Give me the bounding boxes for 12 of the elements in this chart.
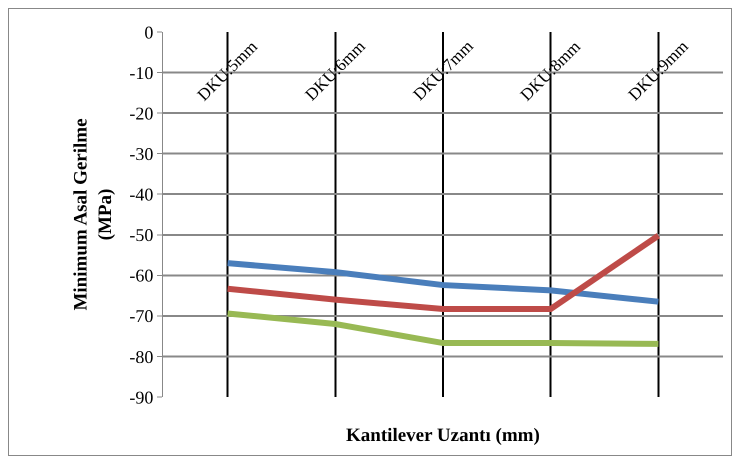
y-tick-label: -80	[129, 346, 154, 367]
y-tick-label: -40	[129, 184, 154, 205]
y-tick-label: -10	[129, 62, 154, 83]
y-tick-label: -70	[129, 306, 154, 326]
y-tick-label: -20	[129, 103, 154, 124]
y-axis-title: Minimum Asal Gerilme (MPa)	[70, 118, 116, 311]
y-tick-label: -50	[129, 225, 154, 246]
y-tick-label: -90	[129, 387, 154, 408]
y-tick-label: 0	[144, 22, 154, 42]
y-tick-label: -60	[129, 266, 154, 286]
x-axis-title: Kantilever Uzantı (mm)	[346, 425, 540, 446]
y-tick-label: -30	[129, 144, 154, 164]
